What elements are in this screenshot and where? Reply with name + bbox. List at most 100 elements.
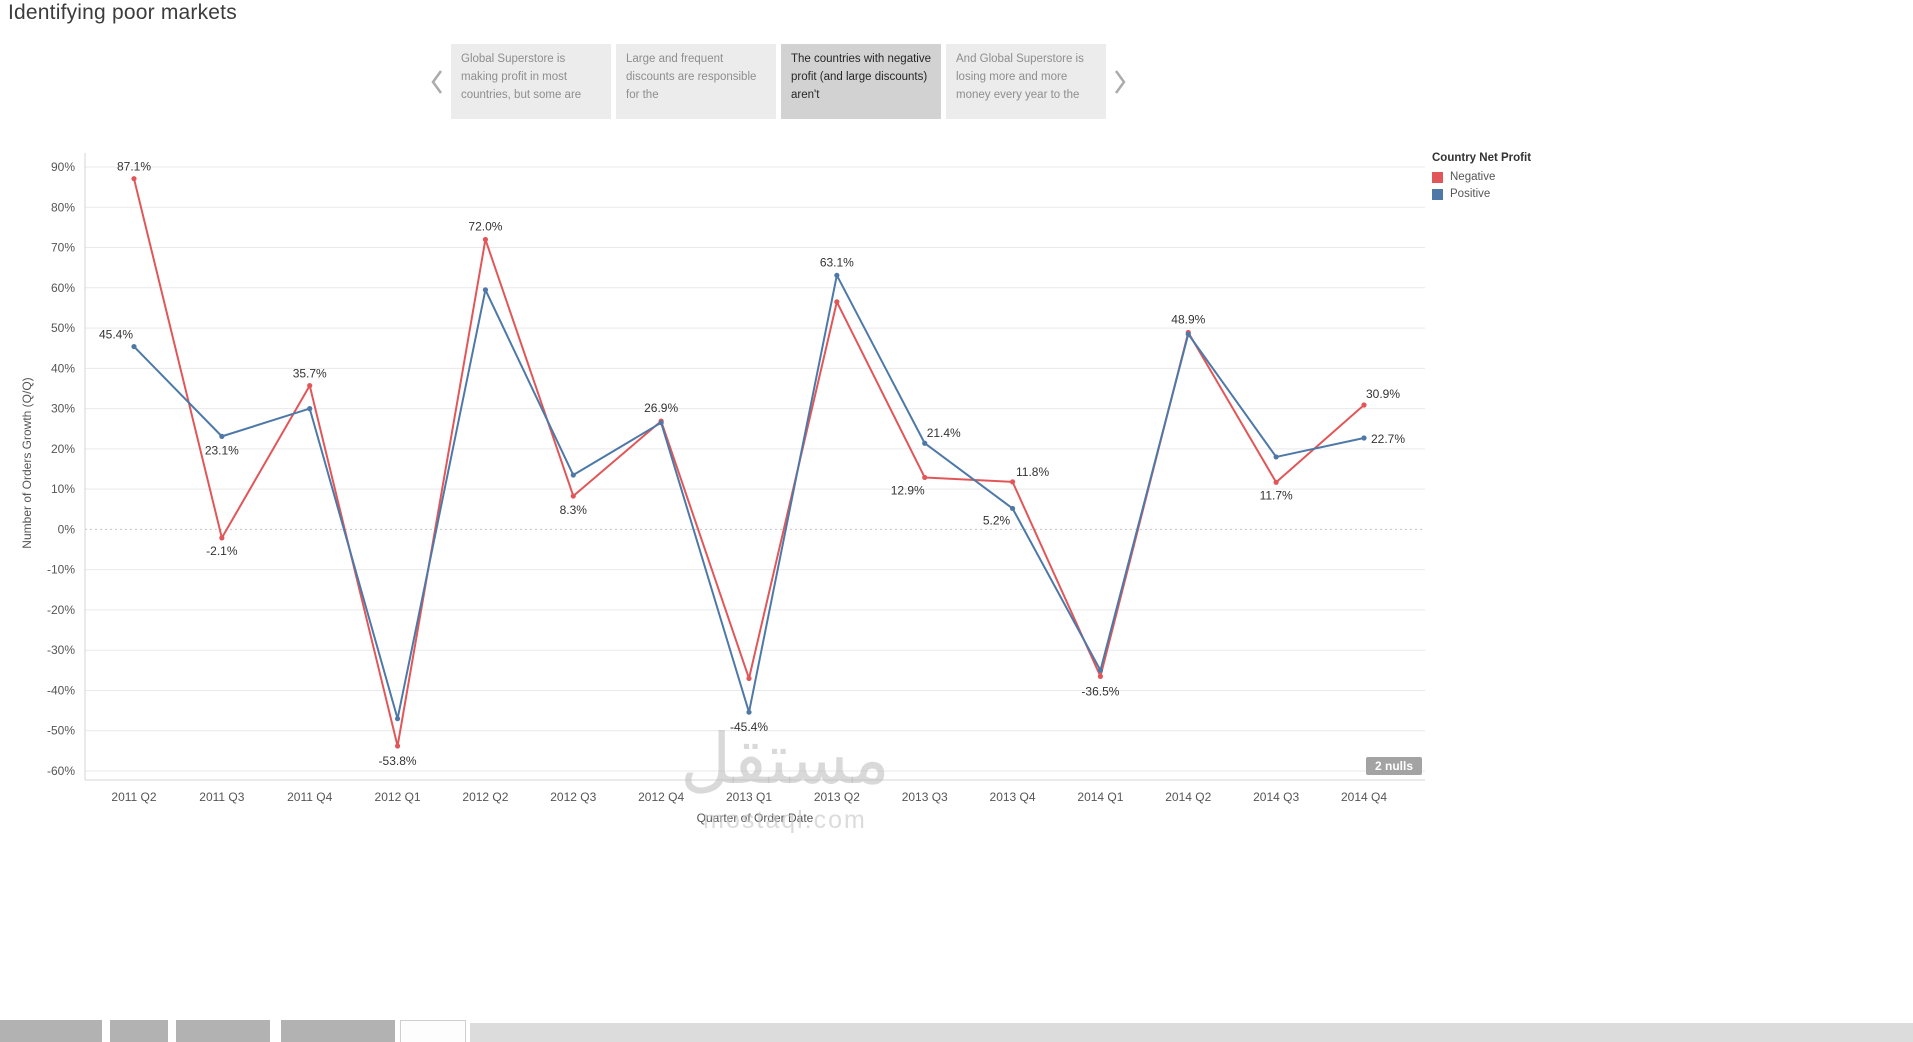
data-point-positive[interactable] — [834, 272, 840, 278]
bottom-tab-2[interactable] — [110, 1020, 168, 1042]
data-point-negative[interactable] — [1097, 673, 1104, 679]
data-point-negative[interactable] — [746, 675, 752, 681]
y-tick-label: -30% — [47, 643, 75, 657]
data-point-negative[interactable] — [1361, 402, 1367, 408]
point-label: 5.2% — [983, 513, 1011, 527]
point-label: 26.9% — [644, 401, 678, 415]
data-point-negative[interactable] — [1009, 479, 1016, 485]
positive-swatch-icon — [1432, 188, 1443, 200]
legend-item-label: Positive — [1450, 188, 1491, 200]
story-caption-1[interactable]: Global Superstore is making profit in mo… — [451, 44, 611, 119]
point-label: 87.1% — [117, 160, 151, 174]
nulls-indicator-badge[interactable]: 2 nulls — [1366, 757, 1423, 775]
data-point-positive[interactable] — [1097, 667, 1104, 673]
point-label: -2.1% — [206, 544, 238, 558]
data-point-positive[interactable] — [131, 343, 137, 350]
x-tick-label: 2011 Q4 — [287, 790, 332, 804]
data-point-negative[interactable] — [219, 535, 225, 541]
point-label: 72.0% — [468, 219, 502, 233]
bottom-tab-active[interactable] — [400, 1020, 466, 1042]
point-label: 12.9% — [891, 483, 925, 497]
data-point-positive[interactable] — [746, 709, 752, 715]
point-label: 21.4% — [927, 426, 961, 440]
x-tick-label: 2012 Q2 — [462, 790, 508, 804]
data-point-positive[interactable] — [482, 287, 489, 293]
point-label: -53.8% — [379, 754, 417, 768]
legend-item-label: Negative — [1450, 171, 1496, 183]
legend-title: Country Net Profit — [1432, 152, 1532, 164]
y-axis-title: Number of Orders Growth (Q/Q) — [20, 377, 34, 549]
x-tick-label: 2012 Q3 — [550, 790, 596, 804]
data-point-negative[interactable] — [394, 743, 401, 749]
x-tick-label: 2011 Q2 — [111, 790, 156, 804]
x-tick-label: 2014 Q2 — [1165, 790, 1211, 804]
bottom-tab-1[interactable] — [0, 1020, 102, 1042]
y-tick-label: -50% — [47, 724, 75, 738]
bottom-strip — [0, 1020, 1913, 1042]
x-tick-label: 2012 Q1 — [375, 790, 421, 804]
series-line-negative[interactable] — [133, 177, 1365, 748]
story-caption-3[interactable]: The countries with negative profit (and … — [781, 44, 941, 119]
point-label: 30.9% — [1366, 387, 1400, 401]
y-tick-label: 0% — [58, 522, 76, 536]
chevron-right-icon — [1114, 69, 1126, 94]
bottom-bar — [470, 1023, 1913, 1042]
data-point-negative[interactable] — [1273, 479, 1279, 485]
point-label: 35.7% — [293, 367, 327, 381]
data-point-positive[interactable] — [1273, 454, 1279, 460]
x-tick-label: 2014 Q4 — [1341, 790, 1387, 804]
y-tick-label: -60% — [47, 764, 75, 778]
page-title: Identifying poor markets — [8, 1, 237, 24]
story-caption-2[interactable]: Large and frequent discounts are respons… — [616, 44, 776, 119]
x-tick-label: 2013 Q1 — [726, 790, 772, 804]
data-point-positive[interactable] — [1009, 505, 1016, 512]
y-tick-label: 50% — [51, 321, 75, 335]
next-story-arrow[interactable] — [1111, 67, 1129, 97]
chevron-left-icon — [431, 69, 443, 94]
data-point-positive[interactable] — [394, 716, 401, 722]
x-axis-title: Quarter of Order Date — [696, 811, 814, 825]
bottom-tab-4[interactable] — [281, 1020, 395, 1042]
series-line-positive[interactable] — [133, 274, 1365, 720]
data-point-positive[interactable] — [1361, 435, 1367, 441]
legend: Country Net Profit Negative Positive — [1432, 152, 1531, 200]
data-point-positive[interactable] — [570, 472, 576, 478]
legend-item-positive[interactable]: Positive — [1432, 188, 1531, 200]
data-point-positive[interactable] — [922, 440, 928, 446]
data-point-positive[interactable] — [219, 433, 225, 439]
point-label: 45.4% — [99, 328, 133, 342]
data-point-negative[interactable] — [570, 493, 576, 499]
point-label: 63.1% — [820, 255, 854, 269]
x-tick-label: 2013 Q4 — [990, 790, 1036, 804]
y-tick-label: 90% — [51, 160, 75, 174]
y-tick-label: 10% — [51, 482, 75, 496]
prev-story-arrow[interactable] — [428, 67, 446, 97]
x-tick-label: 2014 Q1 — [1077, 790, 1123, 804]
x-tick-label: 2014 Q3 — [1253, 790, 1299, 804]
y-tick-label: 20% — [51, 442, 75, 456]
point-label: 8.3% — [560, 503, 588, 517]
point-label: 23.1% — [205, 443, 239, 457]
y-tick-label: 60% — [51, 281, 75, 295]
negative-swatch-icon — [1432, 171, 1443, 183]
bottom-tab-3[interactable] — [176, 1020, 270, 1042]
y-tick-label: 80% — [51, 200, 75, 214]
data-point-negative[interactable] — [834, 299, 840, 305]
data-point-negative[interactable] — [307, 383, 313, 389]
point-label: -36.5% — [1081, 684, 1119, 698]
x-tick-label: 2011 Q3 — [199, 790, 244, 804]
data-point-negative[interactable] — [922, 474, 928, 481]
data-point-positive[interactable] — [1185, 331, 1191, 337]
data-point-positive[interactable] — [658, 420, 664, 426]
x-tick-label: 2012 Q4 — [638, 790, 684, 804]
y-tick-label: -10% — [47, 563, 75, 577]
data-point-negative[interactable] — [482, 236, 489, 243]
x-tick-label: 2013 Q2 — [814, 790, 860, 804]
story-caption-4[interactable]: And Global Superstore is losing more and… — [946, 44, 1106, 119]
data-point-positive[interactable] — [307, 406, 313, 412]
legend-item-negative[interactable]: Negative — [1432, 171, 1531, 183]
y-tick-label: -20% — [47, 603, 75, 617]
point-label: 22.7% — [1371, 432, 1405, 446]
data-point-negative[interactable] — [131, 176, 137, 182]
